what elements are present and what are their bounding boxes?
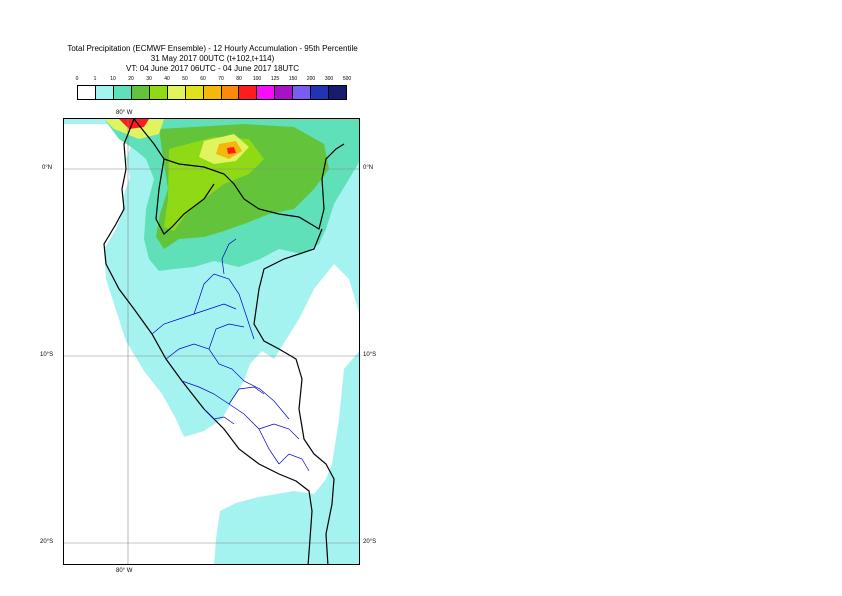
legend-tick-labels: 0 1 10 20 30 40 50 60 70 80 100 125 150 200 300 500 xyxy=(75,76,352,85)
legend-swatch xyxy=(149,86,168,99)
legend-swatch xyxy=(113,86,132,99)
legend-swatch xyxy=(167,86,186,99)
legend-swatch xyxy=(131,86,150,99)
legend-tick-label: 40 xyxy=(164,76,170,82)
legend-tick-label: 80 xyxy=(236,76,242,82)
border-interior xyxy=(155,158,215,235)
legend-swatch xyxy=(203,86,222,99)
precip-area-red xyxy=(227,147,236,154)
lat-label-right-0: 0°N xyxy=(363,165,374,171)
legend-tick-label: 100 xyxy=(252,76,262,82)
map-canvas xyxy=(64,119,359,564)
border-east xyxy=(253,228,335,564)
legend-tick-label: 60 xyxy=(200,76,206,82)
lat-label-right-20s: 20°S xyxy=(363,539,377,545)
admin-line-6 xyxy=(228,386,265,405)
title-line-3: VT: 04 June 2017 06UTC - 04 June 2017 18… xyxy=(126,64,299,73)
legend-tick-label: 1 xyxy=(93,76,97,82)
legend-swatch xyxy=(329,86,347,99)
legend-tick-label: 10 xyxy=(110,76,116,82)
admin-line-4 xyxy=(193,273,255,340)
legend-tick-label: 125 xyxy=(270,76,280,82)
legend-tick-label: 300 xyxy=(324,76,334,82)
chart-title-block: Total Precipitation (ECMWF Ensemble) - 1… xyxy=(20,44,405,74)
legend-tick-label: 20 xyxy=(128,76,134,82)
precip-area-nw-yellow xyxy=(104,119,164,139)
lon-label-top: 80° W xyxy=(116,110,133,116)
legend-tick-label: 200 xyxy=(306,76,316,82)
precipitation-map xyxy=(63,118,360,565)
lon-label-bottom: 80° W xyxy=(116,568,133,574)
admin-line-5 xyxy=(208,323,245,350)
admin-line-7 xyxy=(258,423,300,440)
legend-swatch xyxy=(275,86,294,99)
legend-swatch xyxy=(239,86,258,99)
gridlines xyxy=(64,119,359,564)
title-line-1: Total Precipitation (ECMWF Ensemble) - 1… xyxy=(67,44,358,53)
admin-borders xyxy=(151,238,310,472)
border-north xyxy=(133,119,345,230)
admin-line-8 xyxy=(278,453,310,472)
legend-tick-label: 150 xyxy=(288,76,298,82)
lat-label-left-20s: 20°S xyxy=(40,539,54,545)
admin-line-1 xyxy=(165,343,290,420)
admin-line-3 xyxy=(181,380,280,465)
legend-tick-label: 30 xyxy=(146,76,152,82)
legend-tick-label: 50 xyxy=(182,76,188,82)
title-line-2: 31 May 2017 00UTC (t+102,t+114) xyxy=(150,54,275,63)
legend-swatch xyxy=(78,86,96,99)
legend-swatch xyxy=(293,86,312,99)
precip-shading xyxy=(64,119,359,564)
precip-area-nw-red xyxy=(119,119,149,129)
legend-tick-label: 0 xyxy=(75,76,79,82)
lat-label-left-10s: 10°S xyxy=(40,352,54,358)
admin-line-9 xyxy=(203,408,235,425)
legend-color-bar xyxy=(77,85,347,100)
legend-swatch xyxy=(95,86,114,99)
legend-swatch xyxy=(257,86,276,99)
legend-tick-label: 70 xyxy=(218,76,224,82)
legend-swatch xyxy=(185,86,204,99)
legend-swatch xyxy=(221,86,240,99)
admin-line-10 xyxy=(221,238,237,275)
color-legend: 0 1 10 20 30 40 50 60 70 80 100 125 150 200 300 500 xyxy=(75,76,352,102)
lat-label-right-10s: 10°S xyxy=(363,352,377,358)
legend-swatch xyxy=(311,86,330,99)
lat-label-left-0: 0°N xyxy=(42,165,53,171)
legend-tick-label: 500 xyxy=(342,76,352,82)
